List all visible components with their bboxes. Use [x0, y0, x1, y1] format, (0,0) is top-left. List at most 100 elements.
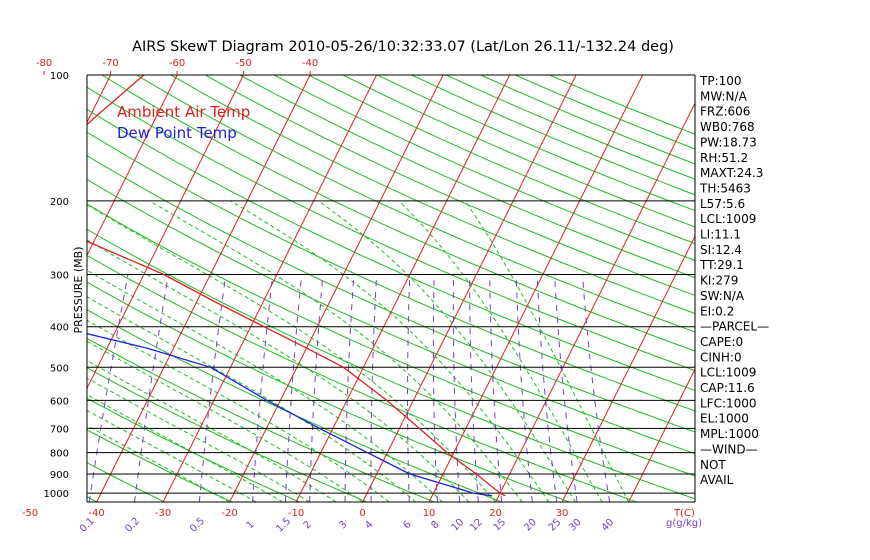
- y-axis-label: PRESSURE (MB): [72, 247, 85, 334]
- isotherm: [428, 75, 644, 502]
- index-item: MW:N/A: [700, 89, 748, 103]
- isotherm: [87, 75, 178, 257]
- index-item: —WIND—: [700, 442, 758, 456]
- moist-adiabat: [149, 200, 523, 502]
- pressure-tick-label: 700: [50, 424, 69, 435]
- chart-title: AIRS SkewT Diagram 2010-05-26/10:32:33.0…: [132, 39, 674, 55]
- isotherm: [628, 368, 695, 502]
- moist-adiabat: [318, 200, 576, 502]
- moist-adiabat: [87, 377, 310, 502]
- mixing-ratio-tick-label: 30: [567, 517, 584, 534]
- index-item: LCL:1009: [700, 366, 756, 380]
- index-item: CAPE:0: [700, 335, 743, 349]
- dry-adiabats: [87, 75, 695, 502]
- index-item: PW:18.73: [700, 135, 757, 149]
- index-item: LI:11.1: [700, 228, 741, 242]
- index-item: —PARCEL—: [700, 320, 769, 334]
- bottom-temp-tick-label: -20: [221, 508, 237, 519]
- dry-adiabat: [87, 367, 368, 502]
- index-item: NOT: [700, 458, 726, 472]
- pressure-tick-label: 800: [50, 449, 69, 460]
- dry-adiabat: [87, 108, 695, 392]
- index-item: AVAIL: [700, 473, 734, 487]
- dry-adiabat: [445, 75, 695, 180]
- isotherm: [561, 235, 695, 502]
- index-item: KI:279: [700, 274, 738, 288]
- dry-adiabat: [87, 337, 435, 502]
- dry-adiabat: [87, 131, 695, 412]
- dry-adiabat: [87, 86, 695, 372]
- axes: 1002003004005006007008009001000-120-110-…: [22, 58, 696, 535]
- isotherm: [96, 75, 311, 502]
- index-item: WB0:768: [700, 120, 755, 134]
- bottom-temp-tick-label: -30: [155, 508, 171, 519]
- legend-dewpoint: Dew Point Temp: [117, 124, 237, 142]
- mixing-ratio-tick-label: 10: [450, 517, 467, 534]
- top-temp-tick-label: -40: [302, 58, 318, 69]
- mixing-ratio-line: [198, 274, 227, 502]
- bottom-temp-tick-label: 10: [423, 508, 436, 519]
- mixing-ratio-tick-label: 15: [491, 517, 508, 534]
- mixing-ratio-line: [469, 274, 479, 502]
- mixing-ratio-tick-label: 6: [401, 519, 413, 531]
- moist-adiabat: [87, 394, 284, 502]
- dry-adiabat: [239, 75, 695, 279]
- mixing-ratio-line: [432, 274, 438, 502]
- isotherm: [362, 75, 577, 502]
- top-temp-tick-label: -50: [235, 58, 251, 69]
- dry-adiabat: [87, 228, 695, 500]
- moist-adiabat: [87, 424, 230, 502]
- temp-unit-label: T(C): [673, 508, 695, 519]
- bottom-temp-tick-label: 0: [359, 508, 365, 519]
- bottom-temp-tick-label: 30: [556, 508, 569, 519]
- top-temp-tick-label: -70: [102, 58, 118, 69]
- mixing-ratio-line: [252, 274, 274, 502]
- mixing-ratio-tick-label: 2: [302, 519, 314, 531]
- pressure-tick-label: 900: [50, 470, 69, 481]
- dry-adiabat: [205, 75, 695, 296]
- index-item: TT:29.1: [699, 258, 744, 272]
- bottom-temp-tick-label: -10: [288, 508, 304, 519]
- top-temp-tick-label: -60: [169, 58, 185, 69]
- moist-adiabat: [87, 319, 390, 502]
- moist-adiabat: [87, 239, 470, 502]
- index-item: CAP:11.6: [700, 381, 755, 395]
- mixing-ratio-tick-label: 1: [245, 519, 257, 531]
- legend-ambient: Ambient Air Temp: [117, 103, 250, 121]
- dry-adiabat: [273, 75, 695, 261]
- dry-adiabat: [136, 75, 695, 333]
- isotherm: [162, 75, 378, 502]
- moist-adiabats: [87, 200, 630, 502]
- ambient-temp-line: [87, 75, 506, 497]
- index-item: FRZ:606: [700, 105, 750, 119]
- moist-adiabat: [87, 359, 337, 502]
- mixing-ratio-line: [134, 274, 169, 502]
- mixing-ratio-tick-label: 3: [337, 519, 349, 531]
- mixing-ratio-line: [88, 274, 129, 502]
- bottom-temp-tick-label: -40: [88, 508, 104, 519]
- mixing-ratio-unit-label: g(g/kg): [666, 518, 702, 529]
- mixing-ratio-tick-label: 40: [600, 517, 617, 534]
- dry-adiabat: [87, 309, 502, 502]
- mixing-ratio-tick-label: 0.5: [188, 516, 207, 535]
- dry-adiabat: [411, 75, 695, 196]
- dry-adiabat: [87, 178, 695, 455]
- isotherms: [0, 75, 695, 502]
- pressure-tick-label: 600: [50, 396, 69, 407]
- mixing-ratio-line: [407, 274, 411, 502]
- index-item: L57:5.6: [700, 197, 745, 211]
- index-item: LCL:1009: [700, 212, 756, 226]
- pressure-tick-label: 100: [50, 71, 69, 82]
- dry-adiabat: [87, 203, 695, 477]
- index-item: TP:100: [699, 74, 742, 88]
- mixing-ratio-tick-label: 12: [468, 517, 485, 534]
- mixing-ratio-tick-label: 8: [429, 519, 441, 531]
- mixing-ratio-tick-label: 20: [522, 517, 539, 534]
- mixing-ratio-tick-label: 25: [547, 517, 564, 534]
- isotherm: [87, 75, 245, 390]
- mixing-ratio-line: [554, 274, 578, 502]
- isotherm: [0, 75, 44, 502]
- mixing-ratio-line: [536, 274, 558, 502]
